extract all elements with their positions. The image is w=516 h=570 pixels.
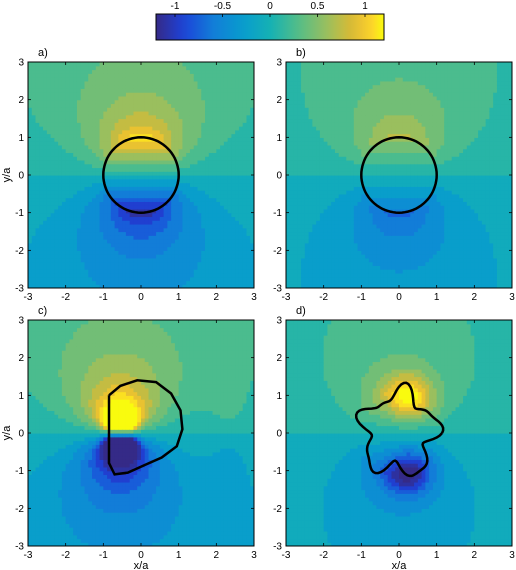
y-tick-label: 2 xyxy=(18,95,24,106)
panel-label: a) xyxy=(38,47,48,59)
heatmap xyxy=(28,320,254,546)
y-tick-label: -1 xyxy=(15,466,24,477)
x-tick-label: 0 xyxy=(396,550,402,561)
x-tick-label: -2 xyxy=(61,292,70,303)
x-axis-label: x/a xyxy=(134,560,150,570)
x-tick-label: 3 xyxy=(251,550,257,561)
x-tick-label: -1 xyxy=(357,550,366,561)
y-tick-label: 1 xyxy=(18,391,24,402)
y-tick-label: 2 xyxy=(276,95,282,106)
x-tick-label: 1 xyxy=(434,550,440,561)
y-tick-label: -1 xyxy=(15,208,24,219)
colorbar-tick-label: -0.5 xyxy=(214,1,232,12)
heatmap xyxy=(286,320,512,546)
x-tick-label: -2 xyxy=(319,550,328,561)
x-tick-label: 2 xyxy=(214,292,220,303)
panel-c: -3 -2 -1 0 1 2 3 -3 -2 -1 0 1 2 3 c) x/a y/a xyxy=(1,305,257,570)
boundary-curve xyxy=(107,379,184,476)
y-tick-label: 1 xyxy=(276,133,282,144)
x-tick-label: 3 xyxy=(509,292,515,303)
y-tick-label: 3 xyxy=(276,316,282,327)
y-tick-label: -3 xyxy=(15,284,24,295)
x-tick-label: 1 xyxy=(176,292,182,303)
colorbar-tick-label: 0 xyxy=(267,1,273,12)
colorbar-tick-label: 0.5 xyxy=(311,1,325,12)
panel-b: -3 -2 -1 0 1 2 3 -3 -2 -1 0 1 2 3 b) xyxy=(273,47,515,303)
x-tick-label: 0 xyxy=(396,292,402,303)
boundary-curve xyxy=(360,136,438,214)
colorbar-tick-label: -1 xyxy=(171,1,180,12)
x-tick-label: 1 xyxy=(434,292,440,303)
y-tick-label: 0 xyxy=(276,429,282,440)
x-tick-label: 3 xyxy=(509,550,515,561)
panel-d: -3 -2 -1 0 1 2 3 -3 -2 -1 0 1 2 3 d) x/a xyxy=(273,305,515,570)
y-tick-label: 3 xyxy=(276,58,282,69)
x-axis-label: x/a xyxy=(392,560,408,570)
y-tick-label: 1 xyxy=(18,133,24,144)
y-tick-label: -2 xyxy=(15,246,24,257)
x-tick-label: -2 xyxy=(319,292,328,303)
x-tick-label: 0 xyxy=(138,292,144,303)
y-tick-label: -3 xyxy=(273,284,282,295)
y-tick-label: -1 xyxy=(273,466,282,477)
y-tick-label: -3 xyxy=(15,542,24,553)
panel-label: c) xyxy=(38,305,47,317)
x-tick-label: -2 xyxy=(61,550,70,561)
x-tick-label: 2 xyxy=(472,550,478,561)
y-tick-label: -2 xyxy=(15,504,24,515)
x-tick-label: 2 xyxy=(472,292,478,303)
heatmap xyxy=(286,62,512,288)
heatmap xyxy=(28,62,254,288)
y-tick-label: 0 xyxy=(276,171,282,182)
panel-label: b) xyxy=(296,47,306,59)
x-tick-label: -3 xyxy=(24,550,33,561)
y-tick-label: 3 xyxy=(18,316,24,327)
x-tick-label: -1 xyxy=(99,550,108,561)
colorbar xyxy=(155,13,385,41)
y-tick-label: 0 xyxy=(18,429,24,440)
x-tick-label: 2 xyxy=(214,550,220,561)
y-axis-label: y/a xyxy=(1,167,13,183)
y-tick-label: 2 xyxy=(276,353,282,364)
x-tick-label: -1 xyxy=(99,292,108,303)
y-tick-label: -2 xyxy=(273,246,282,257)
boundary-curve xyxy=(354,381,445,478)
y-tick-label: 1 xyxy=(276,391,282,402)
panel-label: d) xyxy=(296,305,306,317)
x-tick-label: -1 xyxy=(357,292,366,303)
colorbar-tick-label: 1 xyxy=(362,1,368,12)
boundary-curve xyxy=(102,136,180,214)
x-tick-label: 0 xyxy=(138,550,144,561)
y-tick-label: 2 xyxy=(18,353,24,364)
y-tick-label: -2 xyxy=(273,504,282,515)
x-tick-label: -3 xyxy=(282,550,291,561)
x-tick-label: 1 xyxy=(176,550,182,561)
panel-a: -3 -2 -1 0 1 2 3 -3 -2 -1 0 1 2 3 a) y/a xyxy=(1,47,257,303)
y-tick-label: -1 xyxy=(273,208,282,219)
y-axis-label: y/a xyxy=(1,425,13,441)
y-tick-label: 3 xyxy=(18,58,24,69)
x-tick-label: -3 xyxy=(24,292,33,303)
x-tick-label: -3 xyxy=(282,292,291,303)
x-tick-label: 3 xyxy=(251,292,257,303)
y-tick-label: 0 xyxy=(18,171,24,182)
y-tick-label: -3 xyxy=(273,542,282,553)
